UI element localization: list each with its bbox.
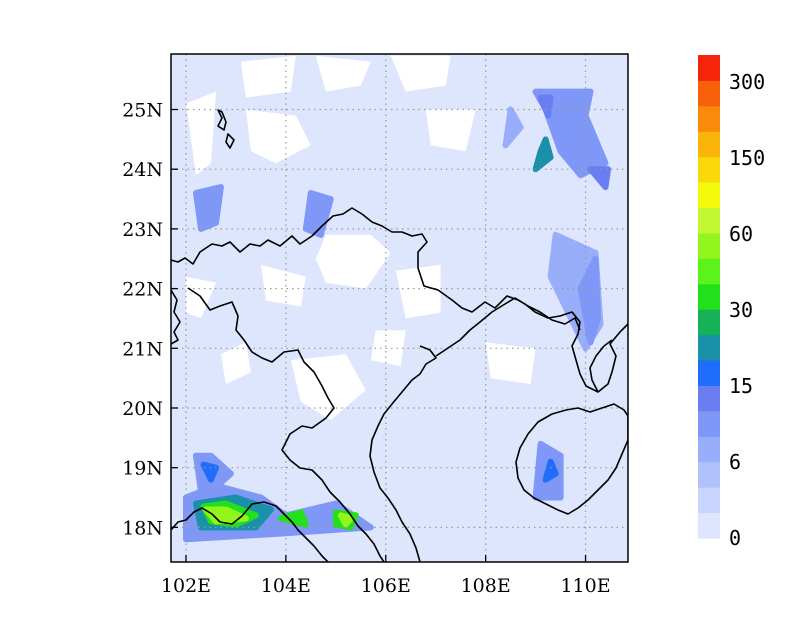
contour-region-17 xyxy=(277,509,309,528)
coastlines-and-borders xyxy=(171,109,628,562)
no-data-area-6 xyxy=(315,234,391,289)
colorbar-swatch xyxy=(698,410,720,437)
colorbar-swatch xyxy=(698,334,720,361)
colorbar-label: 0 xyxy=(729,526,741,550)
colorbar-label: 30 xyxy=(729,298,753,322)
contour-region-19 xyxy=(337,512,354,528)
x-axis: 102E 104E 106E 108E 110E xyxy=(161,555,611,597)
colorbar-swatch xyxy=(698,436,720,463)
colorbar-swatch xyxy=(698,182,720,209)
gridlines xyxy=(171,54,628,562)
island-lake-2 xyxy=(225,133,235,149)
x-tick-label: 102E xyxy=(161,575,211,597)
plot-frame xyxy=(170,53,629,563)
colorbar: 0 6 15 30 60 150 300 xyxy=(698,55,765,550)
border-laos-thailand xyxy=(171,501,329,562)
y-tick-label: 18N xyxy=(122,517,163,539)
colorbar-swatch xyxy=(698,131,720,158)
colorbar-label: 15 xyxy=(729,374,753,398)
no-data-area-2 xyxy=(390,55,451,92)
no-data-area-12 xyxy=(485,342,536,385)
colorbar-swatch xyxy=(698,309,720,336)
colorbar-swatch xyxy=(698,487,720,514)
y-tick-label: 24N xyxy=(122,159,163,181)
colorbar-swatch xyxy=(698,105,720,132)
colorbar-swatch xyxy=(698,232,720,259)
island-lake-1 xyxy=(217,109,227,131)
contour-region-10 xyxy=(542,458,559,483)
y-axis: 18N 19N 20N 21N 22N 23N 24N 25N xyxy=(122,100,178,539)
coast-hainan xyxy=(515,403,628,515)
colorbar-label: 60 xyxy=(729,222,753,246)
contour-region-12 xyxy=(200,461,219,483)
y-tick-label: 21N xyxy=(122,338,163,360)
colorbar-swatch xyxy=(698,258,720,285)
no-data-area-0 xyxy=(240,55,296,98)
colorbar-swatch xyxy=(698,360,720,386)
colorbar-swatch xyxy=(698,207,720,234)
colorbar-swatch xyxy=(698,55,720,81)
y-tick-label: 23N xyxy=(122,219,163,241)
colorbar-swatch xyxy=(698,283,720,310)
x-tick-label: 104E xyxy=(261,575,311,597)
no-data-area-4 xyxy=(245,109,311,164)
y-tick-label: 19N xyxy=(122,458,163,480)
y-tick-label: 22N xyxy=(122,279,163,301)
plot-area xyxy=(170,53,629,563)
colorbar-swatch xyxy=(698,156,720,183)
border-laos-west xyxy=(171,289,181,345)
x-tick-label: 108E xyxy=(461,575,511,597)
coast-leizhou xyxy=(589,339,613,393)
contour-region-1 xyxy=(532,136,554,173)
colorbar-label: 300 xyxy=(729,70,765,94)
contour-region-7 xyxy=(577,255,601,346)
no-data-area-9 xyxy=(220,342,251,385)
contour-region-2 xyxy=(587,166,611,191)
colorbar-label: 150 xyxy=(729,146,765,170)
no-data-area-5 xyxy=(425,109,476,152)
contour-region-8 xyxy=(502,106,524,149)
coast-vietnam xyxy=(369,345,437,562)
colorbar-label: 6 xyxy=(729,450,741,474)
x-tick-label: 106E xyxy=(361,575,411,597)
no-data-area-13 xyxy=(260,264,306,307)
colorbar-swatch xyxy=(698,385,720,412)
border-vietnam-laos-inner xyxy=(187,287,385,562)
border-yunnan-vietnam-laos xyxy=(171,207,581,331)
contour-region-3 xyxy=(537,94,554,119)
colorbar-swatch xyxy=(698,461,720,488)
no-data-area-7 xyxy=(395,264,441,319)
colorbar-swatch xyxy=(698,512,720,539)
contour-region-4 xyxy=(193,184,224,232)
no-data-area-3 xyxy=(186,91,216,176)
contour-region-5 xyxy=(302,190,334,238)
colorbar-swatch xyxy=(698,80,720,107)
no-data-area-10 xyxy=(290,354,366,420)
y-tick-label: 20N xyxy=(122,398,163,420)
no-data-area-8 xyxy=(370,330,406,367)
border-vietnam-china-coast xyxy=(435,297,628,393)
no-data-area-1 xyxy=(315,55,371,92)
x-tick-label: 110E xyxy=(560,575,610,597)
y-tick-label: 25N xyxy=(122,100,163,122)
